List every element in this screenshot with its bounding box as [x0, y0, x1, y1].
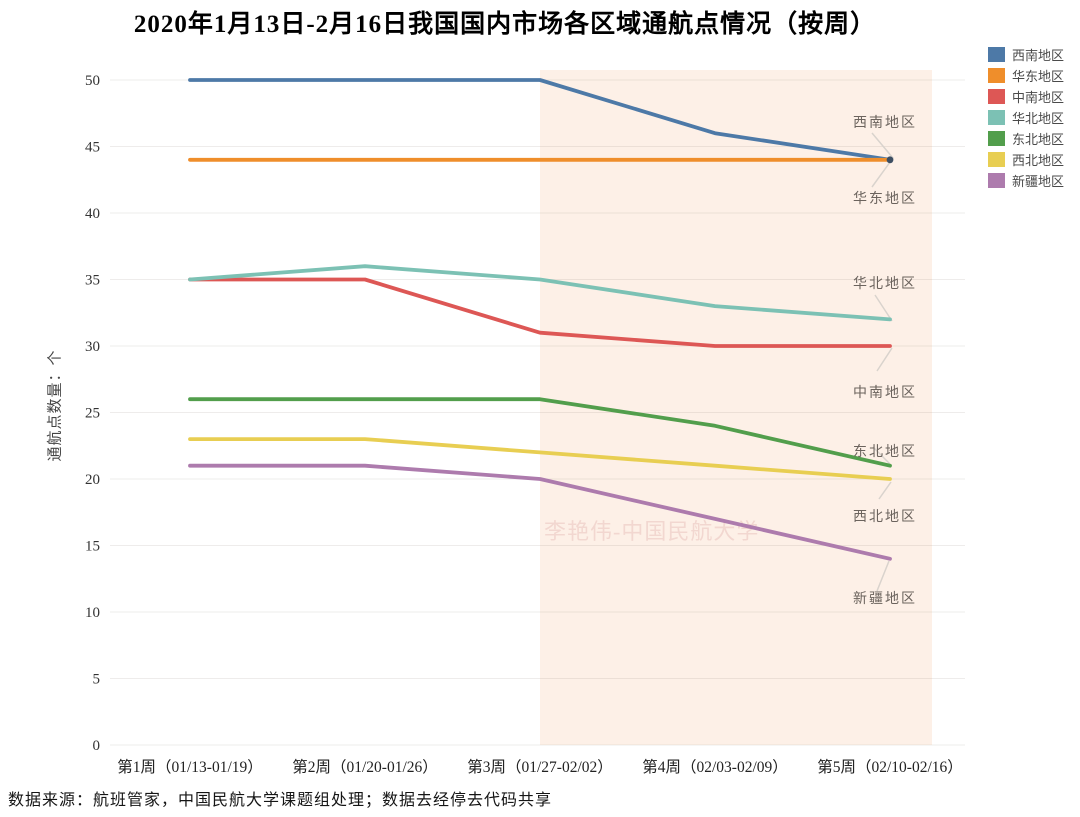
- chart-title: 2020年1月13日-2月16日我国国内市场各区域通航点情况（按周）: [133, 11, 877, 38]
- legend-label: 中南地区: [1012, 90, 1065, 105]
- legend-label: 东北地区: [1012, 132, 1065, 147]
- line-label-0: 西南地区: [853, 116, 917, 132]
- label-leader-line: [878, 481, 892, 500]
- watermark: 李艳伟-中国民航大学: [544, 519, 760, 544]
- legend-swatch-icon: [988, 47, 1005, 62]
- line-label-3: 中南地区: [853, 386, 917, 402]
- line-label-4: 东北地区: [853, 444, 917, 460]
- label-leader-line: [872, 446, 891, 465]
- line-label-1: 华东地区: [853, 192, 917, 208]
- legend-item-5: 西北地区: [988, 149, 1064, 170]
- y-tick-label: 30: [85, 339, 100, 355]
- y-tick-label: 25: [85, 406, 100, 422]
- x-tick-label: 第5周（02/10-02/16）: [817, 758, 963, 776]
- y-tick-label: 15: [85, 539, 100, 555]
- legend-item-2: 中南地区: [988, 86, 1064, 107]
- y-tick-label: 0: [93, 738, 101, 754]
- legend-swatch-icon: [988, 89, 1005, 104]
- legend-swatch-icon: [988, 173, 1005, 188]
- y-tick-label: 45: [85, 140, 100, 156]
- legend-item-1: 华东地区: [988, 65, 1064, 86]
- y-tick-label: 40: [85, 206, 100, 222]
- legend-label: 华北地区: [1012, 111, 1065, 126]
- legend-item-6: 新疆地区: [988, 170, 1064, 191]
- data-source-note: 数据来源：航班管家，中国民航大学课题组处理；数据去经停去代码共享: [8, 792, 553, 809]
- y-tick-label: 50: [85, 73, 100, 89]
- line-label-5: 西北地区: [853, 509, 917, 525]
- legend-swatch-icon: [988, 110, 1005, 125]
- series-line-2: [188, 277, 892, 348]
- legend-label: 西南地区: [1012, 48, 1065, 63]
- legend-swatch-icon: [988, 131, 1005, 146]
- label-leader-line: [876, 347, 893, 372]
- y-tick-label: 35: [85, 273, 100, 289]
- series-line-6: [188, 463, 892, 561]
- series-line-5: [188, 437, 892, 481]
- label-leader-line: [874, 294, 893, 322]
- legend-item-0: 西南地区: [988, 44, 1064, 65]
- series-line-0: [188, 78, 892, 162]
- legend-label: 华东地区: [1012, 69, 1065, 84]
- x-tick-label: 第3周（01/27-02/02）: [467, 758, 613, 776]
- line-label-6: 新疆地区: [853, 592, 917, 608]
- x-tick-label: 第2周（01/20-01/26）: [292, 758, 438, 776]
- legend-swatch-icon: [988, 68, 1005, 83]
- y-tick-label: 20: [85, 472, 100, 488]
- series-line-4: [188, 397, 892, 468]
- legend: 西南地区华东地区中南地区华北地区东北地区西北地区新疆地区: [988, 44, 1064, 191]
- legend-label: 新疆地区: [1012, 174, 1065, 189]
- label-leader-line: [876, 560, 890, 592]
- legend-swatch-icon: [988, 152, 1005, 167]
- label-leader-line: [871, 132, 894, 188]
- x-tick-label: 第1周（01/13-01/19）: [117, 758, 263, 776]
- y-tick-label: 5: [93, 672, 101, 688]
- line-label-2: 华北地区: [853, 277, 917, 293]
- legend-item-4: 东北地区: [988, 128, 1064, 149]
- legend-label: 西北地区: [1012, 153, 1065, 168]
- y-tick-label: 10: [85, 605, 100, 621]
- legend-item-3: 华北地区: [988, 107, 1064, 128]
- series-line-3: [188, 264, 892, 322]
- x-tick-label: 第4周（02/03-02/09）: [642, 758, 788, 776]
- endpoint-dot: [886, 156, 894, 164]
